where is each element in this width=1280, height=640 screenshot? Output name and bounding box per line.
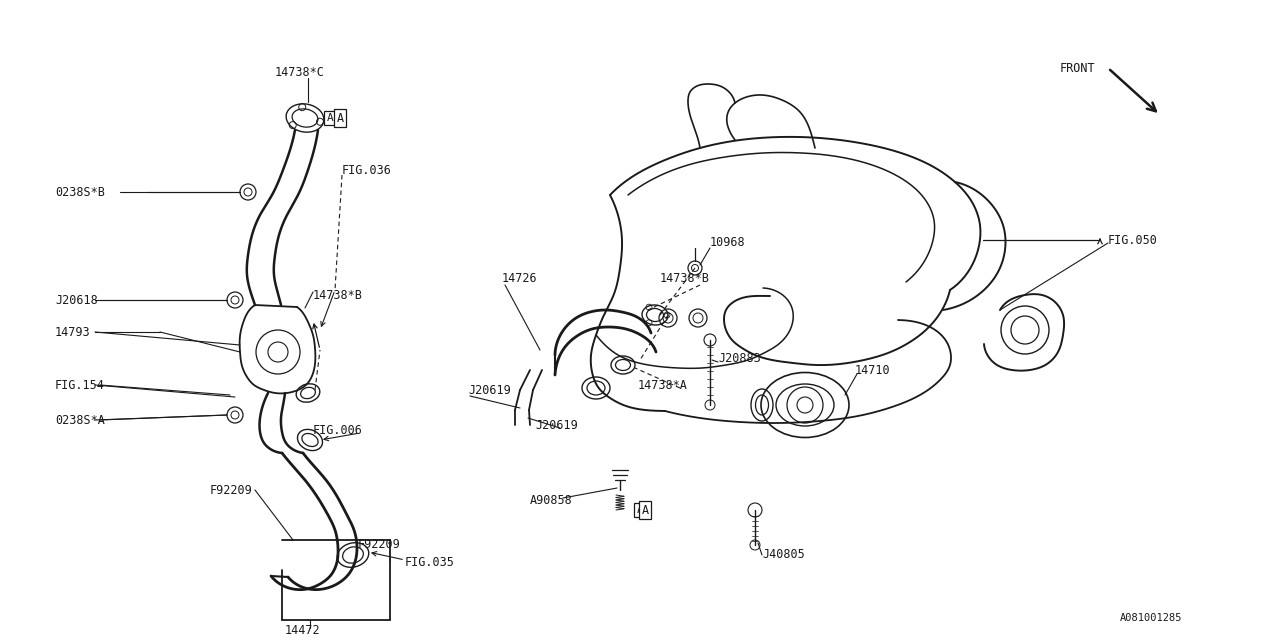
Text: A90858: A90858 (530, 493, 572, 506)
Text: 14738*B: 14738*B (660, 271, 710, 285)
Text: 14738*A: 14738*A (637, 378, 687, 392)
Text: 14738*C: 14738*C (275, 65, 325, 79)
Text: J20619: J20619 (468, 383, 511, 397)
Text: J20618: J20618 (55, 294, 97, 307)
Text: FRONT: FRONT (1060, 61, 1096, 74)
Text: A081001285: A081001285 (1120, 613, 1183, 623)
Text: 0238S*A: 0238S*A (55, 413, 105, 426)
Text: FIG.006: FIG.006 (314, 424, 362, 436)
Text: A: A (337, 111, 343, 125)
Text: FIG.050: FIG.050 (1108, 234, 1158, 246)
Text: 10968: 10968 (710, 236, 746, 248)
Text: 14793: 14793 (55, 326, 91, 339)
Text: J20619: J20619 (535, 419, 577, 431)
Text: 14472: 14472 (285, 623, 320, 637)
Text: F92209: F92209 (210, 483, 252, 497)
Text: 0238S*B: 0238S*B (55, 186, 105, 198)
Text: A: A (641, 504, 649, 516)
Text: 14738*B: 14738*B (314, 289, 362, 301)
Text: F92209: F92209 (358, 538, 401, 552)
Text: 14710: 14710 (855, 364, 891, 376)
Text: J20883: J20883 (718, 351, 760, 365)
Text: A: A (326, 113, 333, 123)
Text: FIG.154: FIG.154 (55, 378, 105, 392)
Text: A: A (636, 505, 644, 515)
Text: J40805: J40805 (762, 548, 805, 561)
Text: 14726: 14726 (502, 271, 538, 285)
Text: FIG.036: FIG.036 (342, 163, 392, 177)
Text: FIG.035: FIG.035 (404, 557, 454, 570)
